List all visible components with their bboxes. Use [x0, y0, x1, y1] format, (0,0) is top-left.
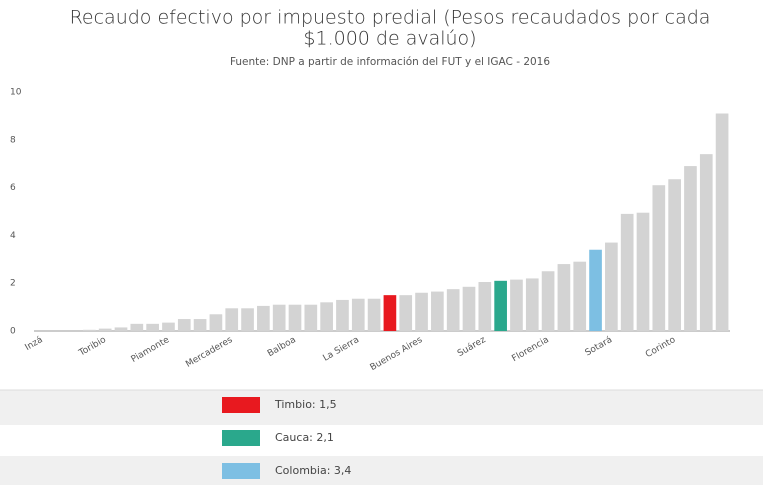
x-tick-label: Suárez [456, 335, 488, 359]
legend-swatch [222, 463, 260, 479]
legend-label: Cauca: 2,1 [275, 431, 334, 444]
legend-swatch [222, 397, 260, 413]
bar [351, 298, 365, 331]
bar [130, 323, 144, 331]
y-tick-label: 8 [10, 135, 16, 145]
bar [510, 279, 523, 331]
chart-subtitle: Fuente: DNP a partir de información del … [230, 56, 550, 68]
bar [383, 295, 397, 331]
legend-band [0, 456, 763, 485]
bar [272, 304, 286, 331]
y-tick-label: 10 [10, 88, 22, 98]
legend-label: Timbio: 1,5 [274, 398, 337, 411]
bar [462, 286, 476, 331]
bar [605, 242, 618, 331]
bar [241, 308, 254, 331]
legend-label: Colombia: 3,4 [275, 464, 351, 477]
y-tick-label: 0 [10, 327, 16, 337]
x-tick-label: La Sierra [321, 335, 361, 364]
bar [541, 271, 555, 331]
bar [668, 179, 681, 331]
bar [446, 289, 460, 331]
bar [684, 166, 697, 331]
x-tick-label: Buenos Aires [369, 335, 425, 373]
bar [620, 213, 634, 331]
bar [83, 329, 96, 331]
x-tick-label: Balboa [266, 335, 298, 359]
bar [431, 291, 444, 331]
bar [494, 280, 507, 331]
legend-band [0, 390, 763, 425]
bar [415, 292, 428, 331]
bar [557, 264, 571, 331]
bar [225, 308, 239, 331]
x-tick-label: Inzá [24, 335, 45, 353]
x-tick-label: Piamonte [130, 335, 172, 365]
bar [573, 261, 587, 331]
bar [636, 212, 650, 331]
bar [146, 323, 159, 331]
y-tick-label: 4 [10, 231, 16, 241]
bar [336, 299, 349, 331]
bar [320, 302, 333, 331]
x-tick-label: Corinto [644, 335, 678, 360]
bar [177, 319, 191, 331]
y-tick-label: 2 [10, 279, 16, 289]
bar [399, 295, 413, 331]
bar [715, 113, 729, 331]
bar [209, 314, 223, 331]
y-tick-label: 6 [10, 183, 16, 193]
bar [98, 328, 112, 331]
chart-title: $1.000 de avalúo) [303, 28, 476, 50]
bar [699, 154, 713, 331]
bar [652, 185, 666, 331]
x-tick-label: Mercaderes [184, 335, 235, 370]
bar [193, 319, 207, 331]
bar [478, 282, 492, 331]
bar [162, 322, 175, 331]
bar [114, 327, 128, 331]
bar [589, 249, 602, 331]
legend-swatch [222, 430, 260, 446]
bar [288, 304, 302, 331]
bar [257, 305, 270, 331]
chart-title: Recaudo efectivo por impuesto predial (P… [70, 7, 711, 29]
x-tick-label: Toribio [77, 335, 109, 359]
x-tick-label: Sotará [584, 335, 615, 358]
bar [367, 298, 381, 331]
x-tick-label: Florencia [510, 335, 550, 364]
bar [525, 278, 539, 331]
bar [304, 304, 318, 331]
